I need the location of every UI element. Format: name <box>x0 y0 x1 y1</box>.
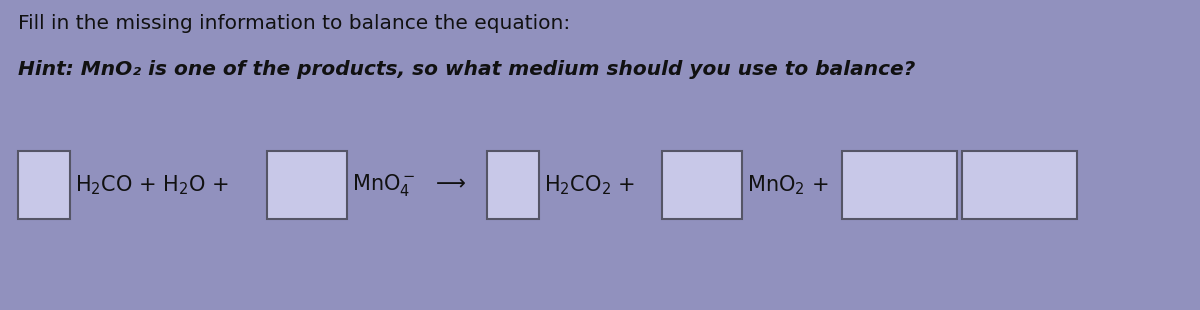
Bar <box>18 151 70 219</box>
Text: MnO$_4^-$  $\longrightarrow$: MnO$_4^-$ $\longrightarrow$ <box>352 172 467 198</box>
Bar <box>487 151 539 219</box>
Text: H$_2$CO + H$_2$O +: H$_2$CO + H$_2$O + <box>74 173 229 197</box>
Text: MnO$_2$ +: MnO$_2$ + <box>746 173 829 197</box>
Bar <box>266 151 347 219</box>
Text: Fill in the missing information to balance the equation:: Fill in the missing information to balan… <box>18 14 570 33</box>
Bar <box>842 151 958 219</box>
Bar <box>662 151 742 219</box>
Text: H$_2$CO$_2$ +: H$_2$CO$_2$ + <box>544 173 635 197</box>
Bar <box>962 151 1078 219</box>
Text: Hint: MnO₂ is one of the products, so what medium should you use to balance?: Hint: MnO₂ is one of the products, so wh… <box>18 60 916 79</box>
